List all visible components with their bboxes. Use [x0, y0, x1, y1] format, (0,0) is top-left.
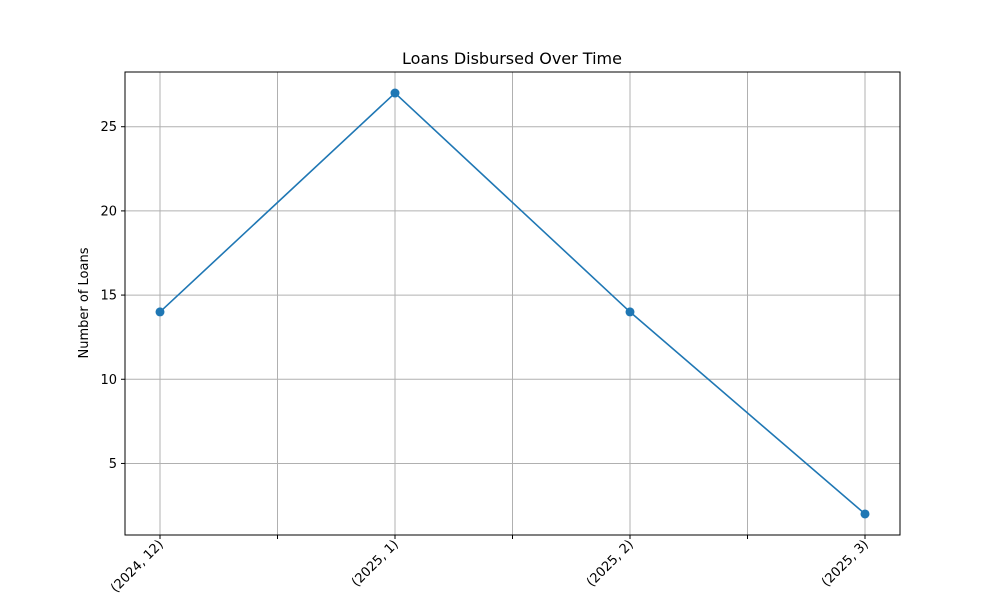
y-tick-label: 25	[100, 120, 117, 135]
x-tick-label: (2024, 12)	[108, 537, 167, 596]
x-tick-label: (2025, 1)	[349, 537, 402, 590]
data-points	[155, 88, 870, 519]
grid-lines	[125, 72, 900, 535]
y-tick-label: 15	[100, 289, 117, 304]
data-point	[390, 88, 400, 98]
y-tick-label: 5	[109, 457, 117, 472]
x-tick-label: (2025, 2)	[584, 537, 637, 590]
axis-ticks: (2024, 12) (2025, 1) (2025, 2) (2025, 3) 5 10…	[100, 120, 871, 596]
x-tick-label: (2025, 3)	[819, 537, 872, 590]
y-axis-label: Number of Loans	[77, 247, 92, 358]
y-tick-label: 20	[100, 204, 117, 219]
data-point	[155, 307, 165, 317]
data-point	[860, 509, 870, 519]
series-line	[159, 91, 866, 515]
y-tick-label: 10	[100, 373, 117, 388]
series-lines	[159, 91, 866, 515]
chart-title: Loans Disbursed Over Time	[402, 49, 622, 68]
data-point	[625, 307, 635, 317]
